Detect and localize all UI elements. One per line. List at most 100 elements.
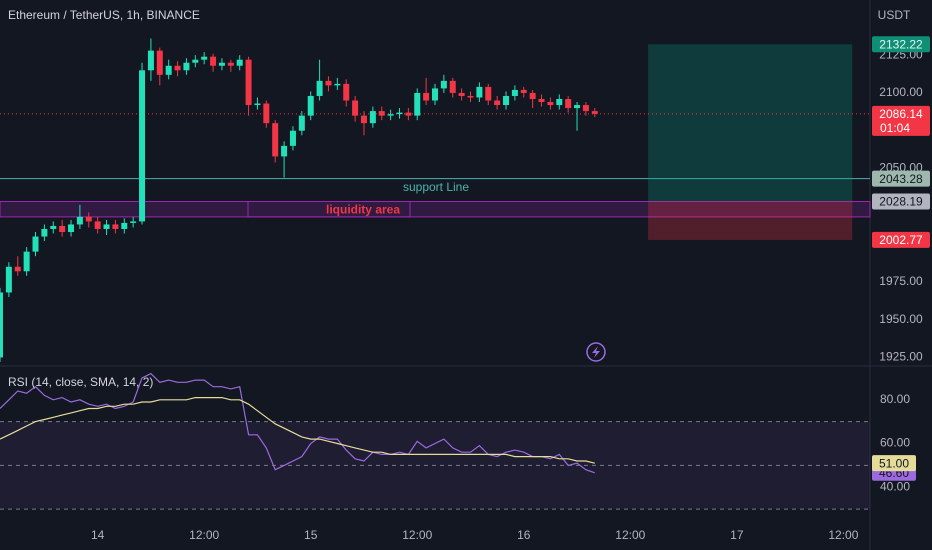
rsi-line (0, 372, 595, 474)
candle-body (165, 65, 172, 75)
candle-body (0, 292, 3, 358)
candle-body (511, 89, 518, 96)
profit-zone (648, 44, 853, 202)
candle-body (50, 225, 57, 229)
candle-body (174, 65, 181, 71)
rsi-tag: 51.00 (879, 456, 909, 470)
candle-body (520, 89, 527, 93)
rsi-tick-label: 80.00 (880, 392, 910, 406)
liquidity-zone (0, 200, 871, 218)
candle-body (360, 115, 367, 124)
candle-body (41, 228, 48, 237)
candle-body (139, 70, 146, 222)
liquidity-label: liquidity area (326, 202, 400, 216)
candle-body (503, 95, 510, 106)
candle-body (432, 88, 438, 101)
candle-body (192, 59, 199, 63)
candle-body (334, 83, 341, 86)
candle-body (263, 103, 270, 124)
candle-body (121, 222, 128, 229)
candle-body (103, 224, 110, 229)
candle-body (218, 62, 225, 66)
candle-body (85, 216, 92, 222)
candle-body (94, 221, 101, 229)
candle-body (298, 115, 305, 131)
target-tag: 2132.22 (879, 37, 923, 51)
candle-body (574, 105, 581, 109)
entry-tag: 2028.19 (879, 195, 923, 209)
candle-body (405, 112, 412, 116)
candle-body (227, 62, 234, 66)
candle-body (458, 92, 465, 96)
icon-ring[interactable] (586, 342, 606, 362)
candle-body (352, 100, 359, 116)
y-tick-label: 1925.00 (879, 350, 923, 364)
y-tick-label: 1975.00 (879, 274, 923, 288)
candle-body (316, 80, 323, 96)
candle-body (76, 216, 83, 225)
candle-body (245, 59, 252, 106)
x-tick-label: 14 (91, 528, 105, 542)
candle-body (387, 114, 394, 116)
currency-label: USDT (878, 8, 911, 22)
candle-body (449, 80, 456, 93)
rsi-tick-label: 40.00 (880, 479, 910, 493)
candle-body (59, 225, 66, 232)
candle-body (440, 80, 447, 89)
candle-body (147, 50, 154, 71)
candle-body (210, 56, 217, 66)
candle-body (396, 112, 403, 115)
candle-body (343, 83, 350, 101)
y-tick-label: 1950.00 (879, 312, 923, 326)
chart-title: Ethereum / TetherUS, 1h, BINANCE (8, 8, 200, 22)
candle-body (369, 111, 376, 124)
y-tick-label: 2100.00 (879, 85, 923, 99)
last-price-tag: 2086.14 (879, 107, 923, 121)
loss-zone (648, 201, 853, 240)
candle-body (14, 266, 21, 272)
candle-body (289, 130, 296, 146)
candle-body (538, 98, 545, 103)
candle-body (32, 236, 39, 252)
overlay-layer: 1925.001950.001975.002050.002100.002125.… (91, 36, 930, 542)
stop-tag: 2002.77 (879, 233, 923, 247)
rsi-line (0, 397, 595, 464)
stop-tag-bg (872, 231, 930, 248)
x-tick-label: 12:00 (402, 528, 432, 542)
countdown: 01:04 (880, 121, 910, 135)
target-tag-bg (872, 36, 930, 53)
candle-body (183, 62, 190, 71)
candle-body (423, 92, 430, 101)
candle-body (272, 123, 279, 157)
x-tick-label: 12:00 (828, 528, 858, 542)
support-label: support Line (403, 180, 469, 194)
candle-body (236, 59, 243, 66)
candle-body (281, 145, 288, 157)
candle-body (378, 111, 385, 116)
x-tick-label: 17 (730, 528, 744, 542)
last-price-tag-bg (872, 105, 930, 136)
marks-layer (0, 38, 598, 474)
candle-body (591, 111, 598, 114)
liquidity-label-box (247, 200, 411, 218)
x-tick-label: 12:00 (189, 528, 219, 542)
candle-body (254, 103, 261, 106)
entry-tag-bg (872, 193, 930, 210)
candle-body (494, 100, 501, 106)
candle-body (325, 80, 332, 86)
candle-body (23, 251, 30, 272)
candle-body (556, 98, 563, 106)
support-tag-bg (872, 170, 930, 187)
candle-body (565, 98, 572, 109)
candle-body (156, 50, 163, 75)
lightning-icon[interactable] (586, 342, 606, 362)
candle-body (547, 102, 554, 106)
candle-body (5, 266, 12, 293)
icon-bolt[interactable] (592, 346, 600, 358)
candle-body (68, 224, 75, 232)
support-tag: 2043.28 (879, 172, 923, 186)
candle-body (307, 95, 314, 116)
x-tick-label: 16 (517, 528, 531, 542)
candle-body (529, 92, 536, 99)
